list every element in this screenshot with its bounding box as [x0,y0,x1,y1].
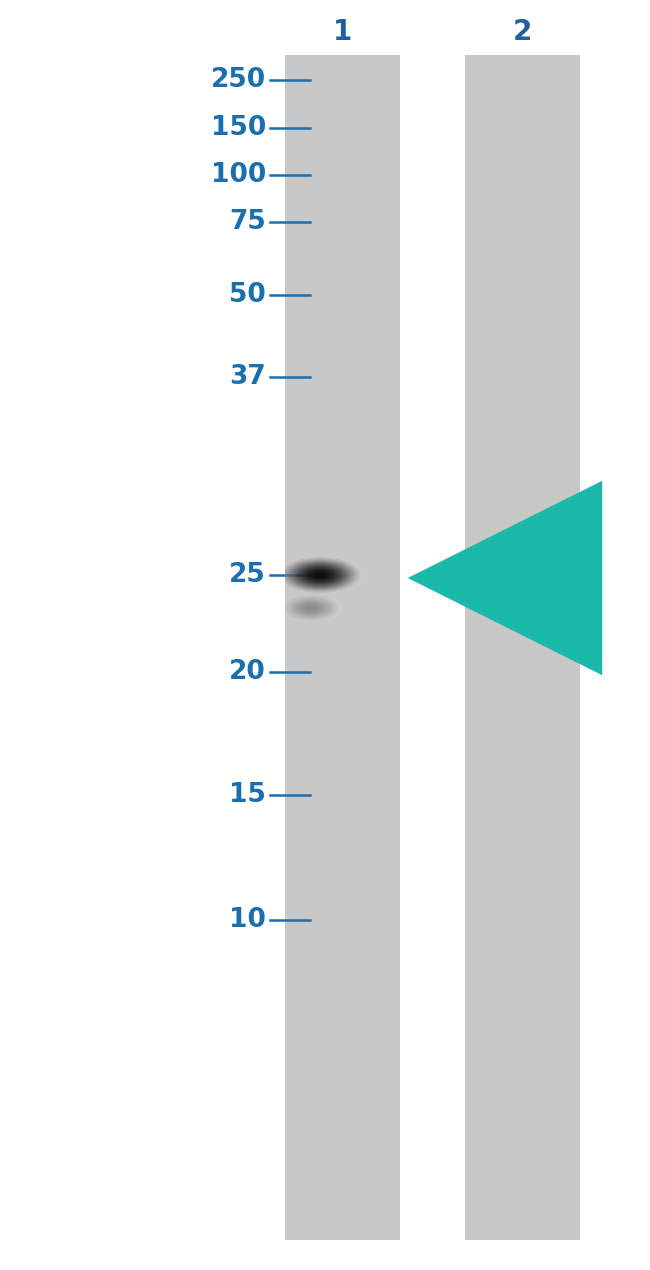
Text: 75: 75 [229,210,266,235]
Text: 50: 50 [229,282,266,309]
Text: 25: 25 [229,563,266,588]
Bar [285,55,400,1240]
Text: 2: 2 [513,18,532,46]
Text: 100: 100 [211,163,266,188]
Text: 10: 10 [229,907,266,933]
Text: 20: 20 [229,659,266,685]
Text: 37: 37 [229,364,266,390]
Text: 15: 15 [229,782,266,808]
Text: 150: 150 [211,116,266,141]
Text: 1: 1 [333,18,352,46]
Bar [465,55,580,1240]
Text: 250: 250 [211,67,266,93]
